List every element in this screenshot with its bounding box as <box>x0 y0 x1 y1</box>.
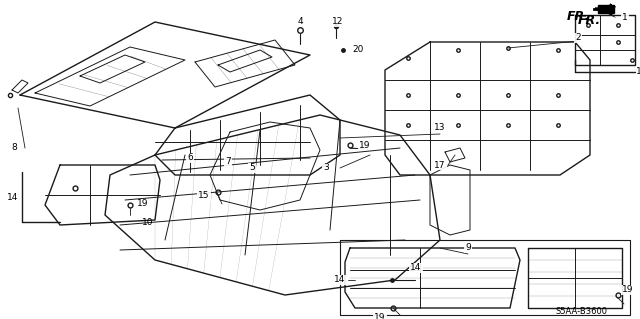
Text: 17: 17 <box>435 160 445 169</box>
Text: 1: 1 <box>622 13 628 23</box>
Text: 5: 5 <box>249 164 255 173</box>
Text: 19: 19 <box>359 140 371 150</box>
Text: FR.: FR. <box>578 14 601 27</box>
Text: 18: 18 <box>636 68 640 77</box>
Text: 2: 2 <box>575 33 581 42</box>
Text: 9: 9 <box>465 243 471 253</box>
Polygon shape <box>598 5 614 13</box>
Text: S5AA-B3600: S5AA-B3600 <box>556 307 608 316</box>
Text: 7: 7 <box>225 158 231 167</box>
Text: 3: 3 <box>323 164 329 173</box>
Text: 6: 6 <box>187 153 193 162</box>
Text: 15: 15 <box>198 191 210 201</box>
Text: 19: 19 <box>374 314 386 319</box>
Text: 14: 14 <box>410 263 422 272</box>
Text: 10: 10 <box>142 218 154 227</box>
Text: 20: 20 <box>352 46 364 55</box>
Text: 12: 12 <box>332 18 344 26</box>
Text: 14: 14 <box>334 276 346 285</box>
Text: 19: 19 <box>622 286 634 294</box>
Polygon shape <box>600 6 616 18</box>
Text: 13: 13 <box>435 123 445 132</box>
Text: 19: 19 <box>136 199 148 208</box>
Text: 4: 4 <box>297 18 303 26</box>
Text: 8: 8 <box>11 144 17 152</box>
Text: 14: 14 <box>6 192 18 202</box>
Polygon shape <box>595 4 614 12</box>
Text: FR.: FR. <box>567 10 590 23</box>
